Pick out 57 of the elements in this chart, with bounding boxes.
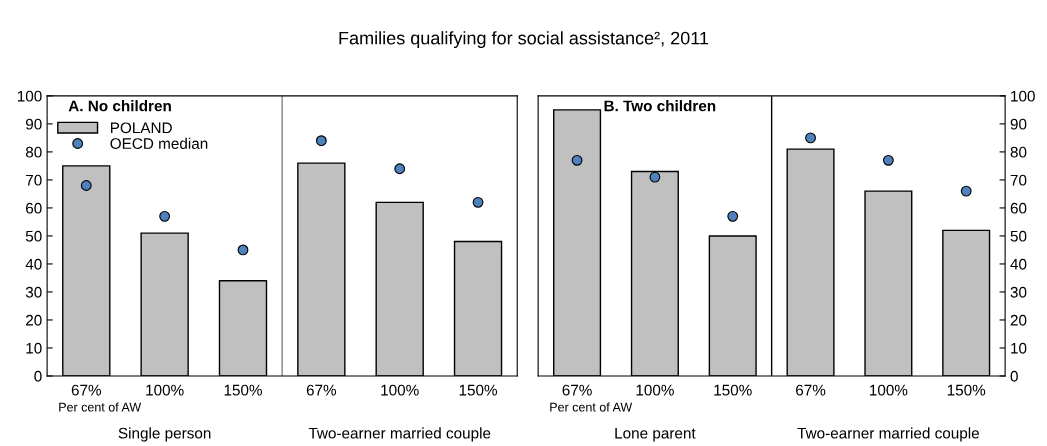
y-tick-label: 10 (1011, 342, 1027, 354)
legend-label: OECD median (110, 137, 208, 149)
x-tick-label: 150% (224, 384, 262, 396)
y-tick-label: 50 (25, 230, 42, 242)
x-tick-label: 150% (947, 384, 986, 396)
text: Two-earner married couple (797, 427, 979, 442)
y-tick-label: 40 (25, 258, 42, 270)
y-tick-label: 30 (25, 286, 42, 298)
y-tick-label: 80 (1010, 146, 1027, 158)
point (394, 163, 406, 175)
point (315, 135, 327, 147)
x-tick-label: 67% (71, 384, 102, 396)
x-tick-label: 150% (714, 384, 752, 396)
x-tick-label: 100% (870, 384, 908, 396)
point (472, 196, 484, 208)
chart-title: Families qualifying for social assistance², 2011 (339, 31, 709, 49)
y-tick-label: 0 (34, 370, 42, 382)
x-tick-label: 150% (459, 384, 498, 396)
text: Per cent of AW (550, 402, 633, 412)
y-tick-label: 90 (1010, 118, 1027, 130)
chart-subtitle: A. No children (68, 100, 171, 112)
text: Lone parent (615, 427, 696, 442)
legend-label: POLAND (111, 122, 172, 134)
chart-subtitle: B. Two children (604, 100, 716, 112)
y-tick-label: 20 (1010, 314, 1027, 326)
y-tick-label: 0 (1010, 370, 1018, 382)
point (159, 210, 171, 222)
y-tick-label: 60 (26, 202, 42, 214)
y-tick-label: 80 (25, 146, 42, 158)
x-tick-label: 100% (146, 384, 184, 396)
y-tick-label: 20 (26, 314, 42, 326)
y-tick-label: 70 (26, 174, 42, 186)
point (805, 132, 816, 144)
text: Per cent of AW (59, 402, 142, 412)
point (649, 171, 661, 183)
point (80, 180, 92, 191)
x-tick-label: 100% (381, 384, 419, 396)
y-tick-label: 90 (25, 118, 42, 130)
x-tick-label: 67% (306, 384, 337, 396)
y-tick-label: 10 (26, 342, 42, 354)
y-tick-label: 60 (1010, 202, 1027, 214)
x-tick-label: 67% (562, 384, 592, 396)
text: Single person (118, 427, 211, 442)
point (960, 185, 972, 197)
point (727, 210, 739, 222)
point (571, 154, 583, 166)
y-tick-label: 100 (17, 90, 42, 102)
y-tick-label: 40 (1010, 258, 1027, 270)
x-tick-label: 100% (636, 384, 674, 396)
y-tick-label: 70 (1010, 174, 1027, 186)
y-tick-label: 50 (1010, 230, 1027, 242)
point (237, 244, 249, 256)
x-tick-label: 67% (796, 384, 826, 396)
text: Two-earner married couple (308, 427, 491, 442)
point (882, 154, 894, 166)
y-tick-label: 100 (1011, 90, 1035, 102)
y-tick-label: 30 (1010, 286, 1027, 298)
